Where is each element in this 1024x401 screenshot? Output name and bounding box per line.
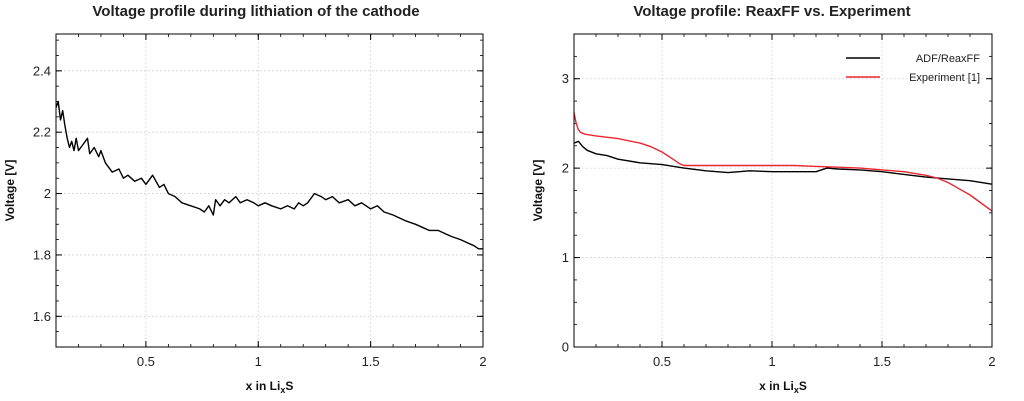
legend-label: Experiment [1] xyxy=(909,72,980,84)
y-tick-label: 3 xyxy=(562,71,569,86)
series-line-experiment-1- xyxy=(573,112,993,212)
series-line-0 xyxy=(55,100,483,250)
chart-title: Voltage profile during lithiation of the… xyxy=(92,3,419,20)
legend-label: ADF/ReaxFF xyxy=(916,53,980,65)
x-tick-label: 0.5 xyxy=(653,354,671,369)
plot-area xyxy=(56,34,483,347)
chart-panel-right: Voltage profile: ReaxFF vs. Experiment 0.… xyxy=(512,0,1024,401)
x-axis-label: x in LixS xyxy=(246,379,294,395)
plot-frame xyxy=(55,33,484,348)
y-axis-label: Voltage [V] xyxy=(531,160,545,222)
y-axis-label: Voltage [V] xyxy=(3,160,17,222)
y-tick-label: 2.2 xyxy=(33,125,51,140)
x-tick-label: 1 xyxy=(768,354,775,369)
plot-frame xyxy=(573,33,993,348)
y-tick-label: 1.6 xyxy=(33,309,51,324)
y-tick-label: 2.4 xyxy=(33,63,51,78)
series-line-adf-reaxff xyxy=(573,140,993,185)
chart-right: Voltage profile: ReaxFF vs. Experiment 0.… xyxy=(531,3,996,395)
y-tick-label: 1 xyxy=(562,250,569,265)
legend: ADF/ReaxFF Experiment [1] xyxy=(846,53,980,84)
chart-title: Voltage profile: ReaxFF vs. Experiment xyxy=(633,3,910,20)
x-tick-label: 1.5 xyxy=(362,354,380,369)
chart-panel-left: Voltage profile during lithiation of the… xyxy=(3,3,487,395)
y-tick-label: 2 xyxy=(562,161,569,176)
x-tick-label: 1 xyxy=(255,354,262,369)
y-tick-label: 2 xyxy=(44,186,51,201)
x-tick-label: 0.5 xyxy=(137,354,155,369)
plot-area xyxy=(574,34,992,347)
x-tick-label: 1.5 xyxy=(873,354,891,369)
x-axis-label: x in LixS xyxy=(759,379,807,395)
y-tick-label: 1.8 xyxy=(33,247,51,262)
x-tick-label: 2 xyxy=(988,354,995,369)
y-tick-label: 0 xyxy=(562,340,569,355)
x-tick-label: 2 xyxy=(479,354,486,369)
chart-left: Voltage profile during lithiation of the… xyxy=(3,3,487,395)
